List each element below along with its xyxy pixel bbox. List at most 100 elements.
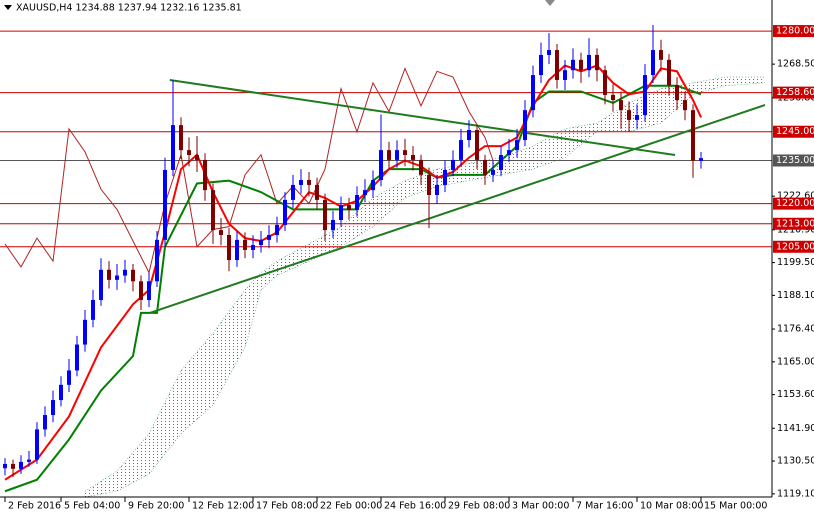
candle-body [219, 230, 223, 235]
candle-body [691, 110, 695, 161]
candle-body [227, 234, 231, 261]
candle-body [331, 220, 335, 231]
level-label-bg [773, 86, 814, 99]
candle-body [347, 205, 351, 210]
candle-body [627, 110, 631, 120]
candle-body [195, 155, 199, 160]
candle-body [235, 239, 239, 261]
candle-body [515, 140, 519, 151]
candle-body [507, 150, 511, 156]
x-tick-label: 5 Feb 04:00 [64, 501, 120, 512]
level-label-bg [773, 217, 814, 230]
candle-body [483, 159, 487, 175]
y-tick-label: 1141.90 [777, 423, 814, 434]
candle-body [411, 155, 415, 160]
candle-body [619, 100, 623, 111]
cloud-span-a [84, 76, 765, 492]
candle-body [443, 169, 447, 185]
candle-body [267, 234, 271, 240]
candle-body [11, 463, 15, 469]
candle-body [243, 239, 247, 250]
candle-body [683, 100, 687, 111]
candle-body [539, 54, 543, 76]
candle-body [83, 319, 87, 345]
level-label: 1280.00 [776, 26, 814, 37]
candle-body [307, 180, 311, 185]
cloud-span-b [84, 82, 766, 497]
candle-body [403, 150, 407, 156]
menu-icon[interactable] [4, 5, 12, 10]
x-tick-label: 22 Feb 00:00 [320, 501, 382, 512]
candle-body [171, 125, 175, 170]
candle-body [355, 195, 359, 210]
y-tick-label: 1176.40 [777, 324, 814, 335]
candle-body [547, 50, 551, 55]
candle-body [75, 344, 79, 371]
x-tick-label: 15 Mar 00:00 [704, 501, 767, 512]
y-tick-label: 1130.50 [777, 456, 814, 467]
y-tick-label: 1199.50 [777, 257, 814, 268]
x-tick-label: 2 Feb 2016 [8, 501, 61, 512]
candle-body [675, 85, 679, 101]
candle-body [587, 54, 591, 71]
level-label-bg [773, 25, 814, 38]
x-tick-label: 29 Feb 08:00 [448, 501, 510, 512]
candle-body [19, 461, 23, 469]
chart-title: XAUUSD,H4 1234.88 1237.94 1232.16 1235.8… [16, 3, 242, 14]
candle-body [187, 150, 191, 156]
candle-body [467, 130, 471, 141]
y-tick-label: 1119.10 [777, 488, 814, 499]
candle-body [163, 169, 167, 240]
candle-body [299, 180, 303, 185]
shift-marker [545, 0, 555, 6]
candle-body [3, 463, 7, 469]
y-tick-label: 1153.60 [777, 389, 814, 400]
candle-body [499, 155, 503, 170]
candle-body [211, 190, 215, 231]
level-label: 1213.00 [776, 218, 814, 229]
y-tick-label: 1165.00 [777, 356, 814, 367]
trendline [169, 79, 676, 157]
candle-body [43, 415, 47, 430]
candle-body [563, 70, 567, 80]
candle-body [395, 150, 399, 160]
candle-body [451, 159, 455, 170]
level-label: 1258.60 [776, 87, 814, 98]
candle-body [595, 54, 599, 71]
candle-body [283, 199, 287, 225]
candle-body [555, 50, 559, 80]
candle-body [59, 384, 63, 401]
candle-body [91, 299, 95, 320]
candle-body [275, 224, 279, 235]
candle-body [67, 370, 71, 385]
candle-body [635, 115, 639, 120]
x-tick-label: 24 Feb 16:00 [384, 501, 446, 512]
candle-body [419, 159, 423, 175]
candle-body [259, 239, 263, 246]
y-tick-label: 1188.10 [777, 290, 814, 301]
candle-body [123, 269, 127, 276]
candle-body [323, 199, 327, 231]
candle-body [51, 400, 55, 416]
x-tick-label: 12 Feb 12:00 [192, 501, 254, 512]
cloud-fill [85, 77, 765, 497]
level-label: 1205.00 [776, 241, 814, 252]
level-label: 1245.00 [776, 126, 814, 137]
candle-body [363, 190, 367, 196]
candle-body [147, 281, 151, 300]
candle-body [523, 110, 527, 141]
y-tick-label: 1222.60 [777, 191, 814, 202]
candle-body [107, 269, 111, 280]
candle-body [35, 429, 39, 460]
x-tick-label: 7 Mar 16:00 [576, 501, 633, 512]
trendline [149, 104, 766, 314]
candle-body [371, 180, 375, 191]
candle-body [27, 459, 31, 462]
x-tick-label: 17 Feb 08:00 [256, 501, 318, 512]
level-label: 1220.00 [776, 198, 814, 209]
level-label-bg [773, 125, 814, 138]
level-label-bg [773, 197, 814, 210]
candle-body [667, 59, 671, 86]
